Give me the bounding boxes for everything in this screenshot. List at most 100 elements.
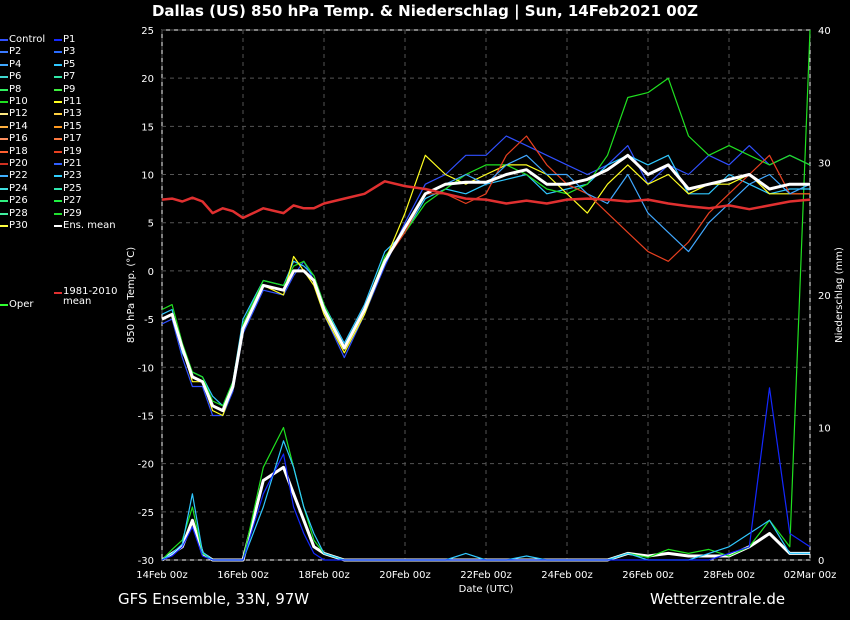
y2-tick-label: 40 (818, 26, 831, 37)
legend-swatch (0, 39, 8, 41)
series-line-p10 (161, 77, 811, 407)
y2-axis-label: Niederschlag (mm) (834, 247, 845, 343)
legend-label: P29 (63, 207, 82, 219)
legend-label: P30 (9, 220, 28, 231)
x-tick-label: 16Feb 00z (217, 570, 269, 581)
legend-label: P17 (63, 133, 82, 145)
x-tick-label: 02Mar 00z (784, 570, 837, 581)
legend-swatch (54, 63, 62, 66)
legend-label: P10 (9, 96, 28, 107)
legend-label: P20 (9, 158, 28, 169)
legend-label: Oper (9, 299, 34, 310)
legend: Control P1 P2 P3 P4 P5 P6 P7 P8 P9 P10 P11 P12 P13 P14… (0, 34, 130, 324)
legend-label: P7 (63, 71, 76, 83)
y-tick-label: 0 (148, 267, 154, 278)
legend-label: P27 (63, 195, 82, 207)
y2-tick-label: 10 (818, 424, 831, 435)
x-tick-label: 18Feb 00z (298, 570, 350, 581)
legend-swatch (54, 76, 62, 79)
legend-swatch (0, 187, 8, 190)
legend-label: P15 (63, 120, 82, 132)
legend-label: P12 (9, 108, 28, 120)
legend-swatch (0, 88, 8, 91)
y-tick-label: 20 (141, 74, 154, 85)
legend-label: P14 (9, 120, 28, 132)
legend-swatch (54, 51, 62, 54)
legend-swatch (54, 150, 62, 153)
y-tick-label: -20 (138, 460, 154, 471)
x-axis-label: Date (UTC) (459, 584, 514, 595)
legend-label: P5 (63, 58, 76, 70)
y-tick-label: 15 (141, 122, 154, 133)
legend-swatch (54, 125, 62, 128)
legend-label: P8 (9, 83, 22, 95)
series-line-1981-2010-mean (161, 180, 811, 220)
legend-swatch (54, 163, 62, 165)
footer-source: Wetterzentrale.de (650, 590, 786, 608)
legend-label: P1 (63, 34, 76, 45)
y-tick-label: 25 (141, 26, 154, 37)
x-tick-label: 22Feb 00z (460, 570, 512, 581)
legend-label: P4 (9, 58, 22, 70)
legend-swatch (0, 51, 8, 54)
y-tick-label: -10 (138, 363, 154, 374)
legend-swatch (0, 225, 8, 227)
legend-swatch (54, 39, 62, 41)
x-tick-label: 26Feb 00z (622, 570, 674, 581)
legend-label: P9 (63, 83, 76, 95)
legend-swatch (54, 88, 62, 91)
legend-label: P26 (9, 195, 28, 207)
y2-tick-label: 20 (818, 291, 831, 302)
x-tick-label: 28Feb 00z (703, 570, 755, 581)
legend-label: P19 (63, 145, 82, 157)
legend-label: P28 (9, 207, 28, 219)
legend-label: P18 (9, 145, 28, 157)
legend-label: P16 (9, 133, 28, 145)
chart-title: Dallas (US) 850 hPa Temp. & Niederschlag… (151, 2, 699, 20)
y2-tick-label: 0 (818, 556, 824, 567)
legend-label: Control (9, 34, 46, 45)
legend-label: P24 (9, 182, 28, 194)
legend-swatch (0, 304, 8, 306)
legend-swatch (54, 212, 62, 215)
y-tick-label: 10 (141, 171, 154, 182)
x-tick-label: 20Feb 00z (379, 570, 431, 581)
legend-swatch (54, 101, 62, 103)
legend-label: 1981-2010 mean (63, 286, 118, 307)
legend-label: P22 (9, 170, 28, 182)
series-line-ens-mean (161, 153, 810, 413)
legend-label: P11 (63, 96, 82, 107)
legend-swatch (54, 138, 62, 141)
y-tick-label: -5 (144, 315, 154, 326)
legend-swatch (54, 200, 62, 203)
legend-swatch (54, 225, 62, 227)
legend-label: P2 (9, 46, 22, 58)
series-line-control-precip (161, 387, 811, 561)
legend-swatch (54, 187, 62, 190)
y-tick-label: -30 (138, 556, 154, 567)
legend-label: P23 (63, 170, 82, 182)
legend-swatch (0, 212, 8, 215)
legend-label: P13 (63, 108, 82, 120)
legend-swatch (0, 175, 8, 178)
legend-swatch (0, 63, 8, 66)
legend-swatch (0, 200, 8, 203)
legend-swatch (54, 175, 62, 178)
legend-label: P21 (63, 158, 82, 169)
legend-swatch (0, 138, 8, 141)
legend-label: Ens. mean (63, 220, 116, 231)
legend-swatch (0, 76, 8, 79)
footer-model-info: GFS Ensemble, 33N, 97W (118, 590, 310, 608)
y-tick-label: -15 (138, 411, 154, 422)
legend-swatch (54, 292, 62, 294)
legend-label: P3 (63, 46, 76, 58)
y-tick-label: -25 (138, 508, 154, 519)
legend-swatch (0, 113, 8, 116)
legend-label: P6 (9, 71, 22, 83)
y-axis-label: 850 hPa Temp. (°C) (126, 247, 137, 343)
legend-label: P25 (63, 182, 82, 194)
x-tick-label: 14Feb 00z (136, 570, 188, 581)
x-tick-label: 24Feb 00z (541, 570, 593, 581)
legend-swatch (0, 101, 8, 103)
